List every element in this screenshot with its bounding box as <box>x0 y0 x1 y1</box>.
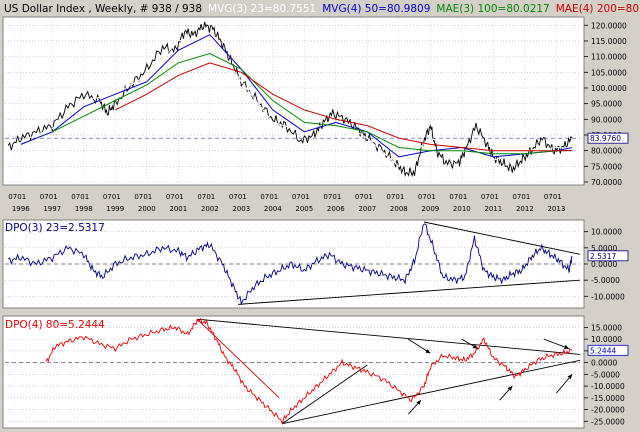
dpo3-ytick-label: 0.0000 <box>591 260 617 269</box>
price-ytick-label: 100.0000 <box>591 84 627 93</box>
year-tick-label: 1998 <box>75 205 93 213</box>
dpo3-ytick-label: 10.0000 <box>591 228 622 237</box>
month-tick-label: 07 <box>134 193 143 201</box>
price-ytick-label: 120.0000 <box>591 21 627 30</box>
dpo4-panel <box>3 316 584 428</box>
dpo4-y-axis: 15.000010.00005.00000.0000-5.0000-10.000… <box>584 323 628 426</box>
year-tick-label: 2004 <box>264 205 282 213</box>
dpo4-ytick-label: -10.0000 <box>591 382 625 391</box>
month-tick-label: 07 <box>260 193 269 201</box>
price-ytick-label: 95.0000 <box>591 100 622 109</box>
year-tick-label: 2009 <box>421 205 439 213</box>
price-ytick-label: 105.0000 <box>591 68 627 77</box>
year-tick-label: 2013 <box>547 205 565 213</box>
month-tick-label: 01 <box>112 193 121 201</box>
indicator-label-0: MVG(3) 23=80.7551 <box>208 3 316 15</box>
month-tick-label: 01 <box>301 193 310 201</box>
year-tick-label: 2005 <box>295 205 313 213</box>
year-tick-label: 1996 <box>12 205 30 213</box>
year-tick-label: 2002 <box>201 205 219 213</box>
month-tick-label: 01 <box>332 193 341 201</box>
price-panel <box>3 17 584 185</box>
dpo3-ytick-label: -5.0000 <box>591 276 620 285</box>
dpo3-title: DPO(3) 23=2.5317 <box>5 222 105 234</box>
dpo4-current-value-label: 5.2444 <box>590 346 616 355</box>
price-ytick-label: 75.0000 <box>591 162 622 171</box>
month-tick-label: 07 <box>8 193 17 201</box>
month-tick-label: 01 <box>143 193 152 201</box>
price-ytick-label: 70.0000 <box>591 178 622 187</box>
month-tick-label: 07 <box>197 193 206 201</box>
dpo4-ytick-label: -25.0000 <box>591 417 625 426</box>
year-tick-label: 2010 <box>453 205 471 213</box>
price-current-value-label: 83.9760 <box>590 134 621 143</box>
month-tick-label: 07 <box>166 193 175 201</box>
year-tick-label: 2011 <box>484 205 502 213</box>
month-tick-label: 01 <box>206 193 215 201</box>
dpo4-ytick-label: 0.0000 <box>591 359 617 368</box>
price-ytick-label: 90.0000 <box>591 115 622 124</box>
month-tick-label: 01 <box>490 193 499 201</box>
month-tick-label: 01 <box>175 193 184 201</box>
month-tick-label: 07 <box>103 193 112 201</box>
month-tick-label: 01 <box>553 193 562 201</box>
month-tick-label: 01 <box>269 193 278 201</box>
dpo4-ytick-label: 10.0000 <box>591 335 622 344</box>
month-tick-label: 07 <box>355 193 364 201</box>
month-tick-label: 07 <box>71 193 80 201</box>
dpo4-ytick-label: -20.0000 <box>591 406 625 415</box>
dpo4-ytick-label: -5.0000 <box>591 370 620 379</box>
month-tick-label: 07 <box>386 193 395 201</box>
month-tick-label: 01 <box>395 193 404 201</box>
year-tick-label: 2000 <box>138 205 156 213</box>
dpo4-ytick-label: -15.0000 <box>591 394 625 403</box>
year-tick-label: 2007 <box>358 205 376 213</box>
indicator-legend: MVG(3) 23=80.7551 MVG(4) 50=80.9809 MAE(3)… <box>208 3 640 15</box>
dpo4-title: DPO(4) 80=5.2444 <box>5 319 105 331</box>
month-tick-label: 07 <box>323 193 332 201</box>
price-ytick-label: 110.0000 <box>591 53 627 62</box>
month-tick-label: 01 <box>521 193 530 201</box>
dpo3-current-value-label: 2.5317 <box>590 252 616 261</box>
year-tick-label: 1999 <box>106 205 124 213</box>
price-ytick-label: 115.0000 <box>591 37 627 46</box>
price-ytick-label: 80.0000 <box>591 147 622 156</box>
time-axis: 07 01199607 01199707 01199807 01199907 012000… <box>8 193 565 213</box>
month-tick-label: 07 <box>544 193 553 201</box>
month-tick-label: 07 <box>292 193 301 201</box>
month-tick-label: 07 <box>512 193 521 201</box>
year-tick-label: 2001 <box>169 205 187 213</box>
month-tick-label: 07 <box>481 193 490 201</box>
month-tick-label: 07 <box>418 193 427 201</box>
month-tick-label: 07 <box>40 193 49 201</box>
month-tick-label: 01 <box>458 193 467 201</box>
year-tick-label: 2008 <box>390 205 408 213</box>
indicator-label-3: MAE(4) 200=80.0383 <box>556 3 640 15</box>
dpo3-ytick-label: -10.0000 <box>591 292 625 301</box>
indicator-label-2: MAE(3) 100=80.0217 <box>436 3 549 15</box>
month-tick-label: 07 <box>449 193 458 201</box>
month-tick-label: 01 <box>427 193 436 201</box>
price-y-axis: 70.000075.000080.000085.000090.000095.00… <box>584 21 628 187</box>
indicator-label-1: MVG(4) 50=80.9809 <box>322 3 430 15</box>
year-tick-label: 2003 <box>232 205 250 213</box>
dpo4-ytick-label: 15.0000 <box>591 323 622 332</box>
month-tick-label: 01 <box>238 193 247 201</box>
month-tick-label: 01 <box>49 193 58 201</box>
chart-title: US Dollar Index , Weekly, # 938 / 938 <box>4 3 202 15</box>
month-tick-label: 07 <box>229 193 238 201</box>
year-tick-label: 2012 <box>516 205 534 213</box>
month-tick-label: 01 <box>364 193 373 201</box>
month-tick-label: 01 <box>80 193 89 201</box>
month-tick-label: 01 <box>17 193 26 201</box>
year-tick-label: 2006 <box>327 205 345 213</box>
dpo3-y-axis: 10.0000 5.0000 0.0000 -5.0000 -10.0000 2.5317 <box>584 228 628 302</box>
year-tick-label: 1997 <box>43 205 61 213</box>
